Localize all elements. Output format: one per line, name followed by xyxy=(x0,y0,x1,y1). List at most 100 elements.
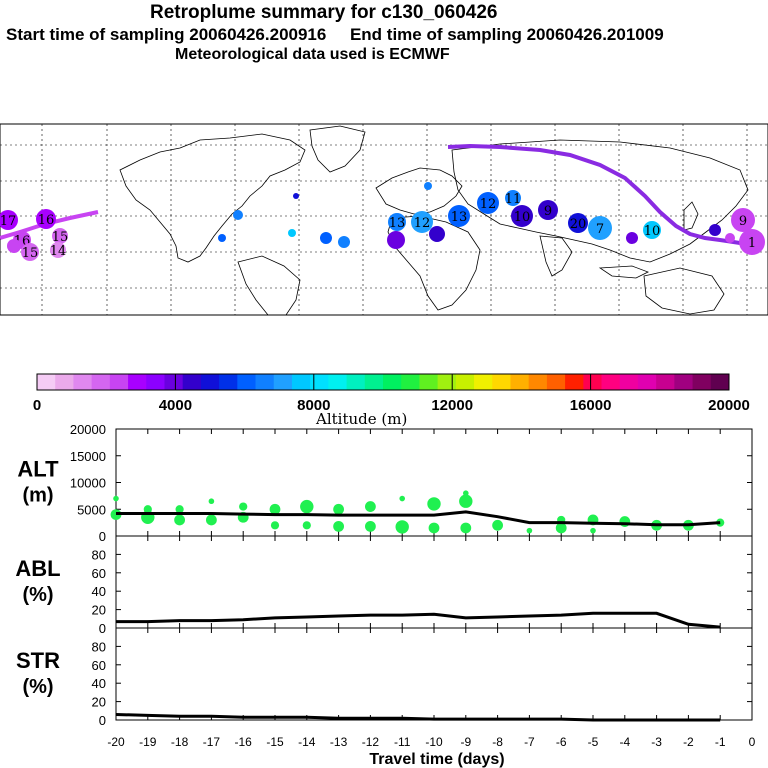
colorbar-swatch xyxy=(510,374,530,390)
y-tick-label: 40 xyxy=(92,584,106,599)
colorbar-swatch xyxy=(346,374,366,390)
x-tick-label: -12 xyxy=(362,735,380,749)
y-tick-label: 40 xyxy=(92,676,106,691)
colorbar-swatch xyxy=(146,374,165,390)
panel-ylabel: ABL xyxy=(15,556,60,581)
coast-north-america xyxy=(119,133,306,263)
colorbar-swatch xyxy=(273,374,293,390)
cluster-marker xyxy=(218,234,226,242)
cluster-marker xyxy=(387,231,405,249)
cluster-point xyxy=(143,505,152,514)
coast-australia xyxy=(643,267,725,315)
colorbar-tick-label: 16000 xyxy=(570,397,612,414)
colorbar-swatch xyxy=(437,374,457,390)
y-tick-label: 80 xyxy=(92,639,106,654)
cluster-marker xyxy=(52,228,68,244)
colorbar-tick-label: 8000 xyxy=(297,397,330,414)
colorbar-label: Altitude (m) xyxy=(315,410,407,428)
cluster-point xyxy=(239,502,248,511)
cluster-label: 13 xyxy=(389,216,406,231)
y-tick-label: 0 xyxy=(99,529,106,544)
cluster-point xyxy=(302,521,311,530)
cluster-marker xyxy=(7,239,21,253)
cluster-point xyxy=(270,521,280,530)
x-axis-label: Travel time (days) xyxy=(369,751,504,768)
panel-ylabel-unit: (m) xyxy=(22,485,53,507)
cluster-label: 14 xyxy=(50,244,67,259)
colorbar-swatch xyxy=(364,374,384,390)
cluster-point xyxy=(492,519,503,531)
y-tick-label: 60 xyxy=(92,566,106,581)
cluster-marker xyxy=(511,205,533,227)
cluster-point xyxy=(175,505,184,514)
colorbar-frame xyxy=(36,373,730,391)
cluster-label: 1 xyxy=(748,236,756,251)
time-series-panels: 0 5000 10000 15000 20000 ALT (m) 0 20 40 60 80 ABL (%… xyxy=(15,422,755,749)
x-tick-label: -18 xyxy=(171,735,189,749)
colorbar-swatch xyxy=(455,374,475,390)
y-tick-label: 0 xyxy=(99,621,106,636)
x-tick-label: -4 xyxy=(619,735,630,749)
series-line-str xyxy=(115,713,721,722)
cluster-marker xyxy=(233,210,243,220)
colorbar-swatch xyxy=(37,374,56,390)
panel-alt: 0 5000 10000 15000 20000 ALT (m) xyxy=(17,422,753,544)
cluster-point xyxy=(526,527,533,534)
x-tick-label: -8 xyxy=(492,735,503,749)
cluster-marker xyxy=(293,193,299,199)
colorbar-swatch xyxy=(619,374,639,390)
coast-indonesia xyxy=(598,265,649,279)
x-tick-label: -19 xyxy=(139,735,157,749)
colorbar-swatch xyxy=(674,374,694,390)
cluster-point xyxy=(619,516,631,527)
cluster-label: 9 xyxy=(739,214,747,229)
cluster-marker xyxy=(50,242,66,258)
coast-south-america xyxy=(237,255,301,316)
cluster-label: 13 xyxy=(451,210,468,225)
panel-frame xyxy=(115,627,753,721)
cluster-point xyxy=(395,520,409,534)
y-tick-label: 10000 xyxy=(70,476,106,491)
colorbar-swatch xyxy=(383,374,402,390)
colorbar-swatch xyxy=(656,374,675,390)
colorbar-tick-label: 0 xyxy=(33,397,41,414)
cluster-label: 11 xyxy=(505,192,522,207)
sampling-time-line: Start time of sampling 20060426.200916 E… xyxy=(6,25,664,44)
x-tick-label: -5 xyxy=(588,735,599,749)
cluster-label: 9 xyxy=(544,204,552,219)
x-tick-label: -3 xyxy=(651,735,662,749)
cluster-marker xyxy=(643,221,661,239)
colorbar-swatch xyxy=(637,374,657,390)
colorbar-swatch xyxy=(182,374,202,390)
x-tick-label: -11 xyxy=(394,735,411,749)
y-tick-label: 15000 xyxy=(70,449,106,464)
cluster-point xyxy=(174,514,186,526)
cluster-point xyxy=(269,503,281,515)
cluster-marker xyxy=(568,213,588,233)
y-tick-label: 80 xyxy=(92,547,106,562)
cluster-point xyxy=(590,527,596,534)
cluster-marker xyxy=(429,226,445,242)
colorbar-swatch xyxy=(255,374,275,390)
colorbar-swatch xyxy=(492,374,511,390)
panel-str: 0 20 40 60 80 STR (%) xyxy=(16,627,753,728)
cluster-marker xyxy=(626,232,638,244)
cluster-point xyxy=(427,497,441,511)
panel-ylabel-unit: (%) xyxy=(22,584,53,606)
y-tick-label: 60 xyxy=(92,658,106,673)
series-line-alt xyxy=(116,510,721,527)
x-tick-label: -16 xyxy=(235,735,253,749)
colorbar-swatch xyxy=(73,374,93,390)
cluster-marker xyxy=(505,190,521,206)
cluster-marker xyxy=(388,213,406,231)
coast-asia xyxy=(451,139,749,263)
colorbar-swatch xyxy=(128,374,147,390)
cluster-marker xyxy=(320,232,332,244)
coastlines xyxy=(119,125,749,316)
colorbar-swatch xyxy=(546,374,566,390)
cluster-label: 15 xyxy=(22,246,39,261)
colorbar-swatch xyxy=(200,374,220,390)
cluster-marker xyxy=(36,209,56,229)
